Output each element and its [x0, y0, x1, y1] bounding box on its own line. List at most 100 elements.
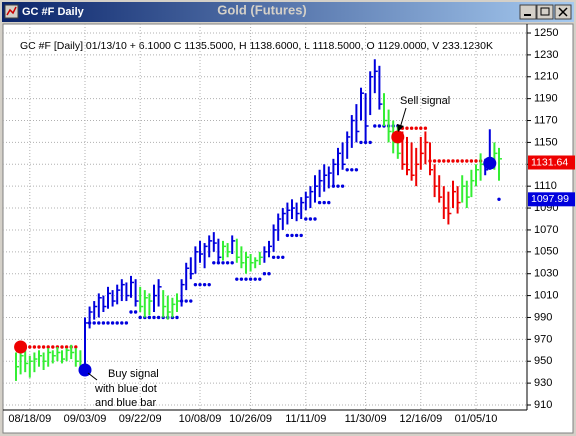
x-tick-label: 11/30/09: [345, 413, 387, 425]
y-tick-label: 1050: [534, 246, 558, 258]
x-tick-label: 10/26/09: [229, 413, 272, 425]
close-glyph: [558, 7, 568, 17]
signal-dot: [14, 340, 28, 354]
price-label-box: [528, 155, 575, 170]
stop-dot: [225, 261, 230, 265]
x-tick-label: 09/22/09: [119, 413, 162, 425]
stop-dot: [432, 159, 437, 163]
stop-dot: [281, 255, 285, 259]
stop-dot: [46, 345, 50, 349]
stop-dot: [409, 126, 414, 130]
stop-dot: [32, 345, 37, 349]
info-line: GC #F [Daily] 01/13/10 + 6.1000 C 1135.5…: [20, 40, 493, 52]
stop-dot: [175, 315, 179, 320]
stop-dot: [244, 277, 248, 281]
x-tick-label: 01/05/10: [455, 413, 498, 425]
stop-dot: [239, 277, 244, 281]
stop-dot: [377, 124, 382, 128]
y-tick-label: 1230: [534, 49, 558, 61]
stop-dot: [28, 345, 32, 349]
y-tick-label: 990: [534, 311, 552, 323]
stop-dot: [442, 159, 446, 163]
x-tick-label: 08/18/09: [8, 413, 51, 425]
stop-dot: [354, 168, 359, 172]
y-tick-label: 1070: [534, 224, 558, 236]
price-label: 1131.64: [531, 156, 568, 168]
stop-dot: [97, 321, 101, 325]
stop-dot: [138, 315, 142, 320]
stop-dot: [276, 255, 280, 259]
stop-dot: [198, 282, 202, 287]
stop-dot: [336, 184, 340, 188]
y-tick-label: 910: [534, 399, 552, 411]
y-tick-label: 970: [534, 333, 552, 345]
buy-annotation: Buy signal: [108, 368, 159, 380]
sell-arrow: [399, 107, 407, 129]
stop-dot: [74, 345, 78, 349]
price-label-box: [528, 192, 575, 207]
price-label: 1097.99: [531, 193, 569, 205]
stop-dot: [221, 261, 225, 265]
stop-dot: [110, 321, 115, 325]
stop-dot: [253, 277, 257, 281]
stop-dot: [106, 321, 110, 325]
sell-arrowhead: [397, 124, 404, 132]
x-tick-label: 12/16/09: [399, 413, 442, 425]
stop-dot: [156, 315, 161, 320]
title-bar: [2, 2, 574, 22]
stop-dot: [322, 200, 326, 205]
x-tick-label: 10/08/09: [179, 413, 222, 425]
stop-dot: [147, 315, 152, 320]
stop-dot: [423, 126, 428, 130]
stop-dot: [92, 321, 96, 325]
stop-dot: [152, 315, 156, 320]
stop-dot: [299, 233, 303, 238]
stop-dot: [235, 277, 239, 281]
stop-dot: [308, 217, 313, 221]
stop-dot: [405, 126, 409, 130]
stop-dot: [41, 345, 46, 349]
stop-dot: [451, 159, 455, 163]
buy-annotation: with blue dot: [94, 383, 157, 395]
stop-dot: [368, 140, 372, 145]
stop-dot: [64, 345, 69, 349]
stop-dot: [262, 272, 267, 276]
stop-dot: [359, 140, 363, 145]
stop-dot: [460, 159, 464, 163]
y-tick-label: 1030: [534, 268, 558, 280]
y-tick-label: 1010: [534, 289, 558, 301]
stop-dot: [258, 277, 262, 281]
stop-dot: [189, 299, 193, 303]
y-tick-label: 1150: [534, 136, 558, 148]
stop-dot: [133, 310, 138, 314]
stop-dot: [340, 184, 345, 188]
stop-dot: [37, 345, 41, 349]
minimize-button[interactable]: [519, 4, 537, 20]
stop-dot: [345, 168, 349, 172]
stop-dot: [120, 321, 124, 325]
stop-dot: [350, 168, 354, 172]
window-buttons: [519, 4, 572, 20]
stop-dot: [437, 159, 441, 163]
stop-dot: [115, 321, 119, 325]
maximize-glyph: [540, 7, 550, 16]
stop-dot: [202, 282, 207, 287]
maximize-button[interactable]: [536, 4, 554, 20]
y-tick-label: 1190: [534, 93, 558, 105]
buy-arrow: [87, 372, 98, 381]
window-title: GC #F Daily: [22, 6, 85, 18]
x-tick-label: 09/03/09: [64, 413, 107, 425]
buy-annotation: and blue bar: [95, 397, 156, 409]
window-icon-glyph: [6, 6, 17, 16]
stop-dot: [419, 126, 423, 130]
signal-dot: [391, 130, 405, 144]
stop-dot: [465, 159, 469, 163]
stop-dot: [469, 159, 474, 163]
stop-dot: [373, 124, 377, 128]
stop-dot: [313, 217, 317, 221]
stop-dot: [290, 233, 294, 238]
y-tick-label: 1250: [534, 27, 558, 39]
stop-dot: [455, 159, 460, 163]
stop-dot: [474, 159, 478, 163]
